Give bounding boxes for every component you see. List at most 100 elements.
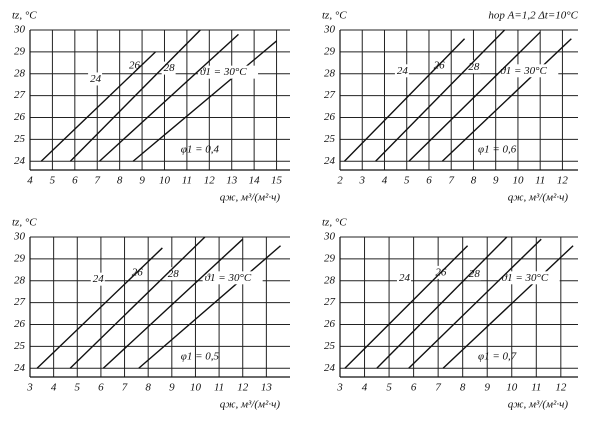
x-tick-label: 13 [261, 382, 273, 394]
y-tick-label: 27 [324, 296, 336, 308]
x-tick-label: 4 [382, 175, 388, 187]
curve-label: 28 [164, 62, 176, 74]
y-tick-label: 30 [323, 231, 336, 243]
y-tick-label: 28 [14, 274, 26, 286]
x-tick-label: 2 [337, 175, 343, 187]
y-tick-label: 24 [324, 362, 336, 374]
x-axis-label: qж, м³/(м²·ч) [508, 192, 569, 204]
curve-label: ϑ1 = 30°C [500, 65, 547, 77]
note: hор A=1,2 Δt=10°C [488, 10, 578, 22]
y-tick-label: 27 [14, 89, 26, 101]
x-tick-label: 3 [26, 382, 33, 394]
x-tick-label: 5 [50, 175, 56, 187]
curve [132, 40, 278, 162]
curve [40, 51, 157, 162]
y-tick-label: 29 [324, 252, 336, 264]
y-tick-label: 25 [324, 133, 336, 145]
x-tick-label: 10 [512, 175, 524, 187]
y-tick-label: 28 [324, 274, 336, 286]
x-tick-label: 12 [237, 382, 249, 394]
x-tick-label: 12 [555, 382, 567, 394]
x-tick-label: 9 [139, 175, 145, 187]
curve-label: ϑ1 = 30°C [200, 66, 247, 78]
curve-label: 24 [397, 65, 409, 77]
x-axis-label: qж, м³/(м²·ч) [220, 399, 281, 411]
annotation: φ1 = 0,4 [181, 144, 220, 156]
curve-label: 28 [469, 268, 481, 280]
x-tick-label: 10 [190, 382, 202, 394]
curve-label: 24 [90, 73, 102, 85]
x-axis-label: qж, м³/(м²·ч) [220, 192, 281, 204]
x-tick-label: 12 [557, 175, 569, 187]
curve [442, 245, 574, 369]
annotation: φ1 = 0,5 [181, 351, 220, 363]
x-tick-label: 7 [435, 382, 441, 394]
curve [343, 38, 466, 162]
x-tick-label: 9 [484, 382, 490, 394]
label-background [198, 65, 259, 79]
y-tick-label: 29 [324, 45, 336, 57]
y-tick-label: 28 [324, 67, 336, 79]
curve [408, 31, 541, 162]
curve [69, 29, 201, 162]
curve [138, 245, 282, 369]
x-tick-label: 7 [122, 382, 128, 394]
curve [375, 29, 506, 162]
y-tick-label: 27 [324, 89, 336, 101]
y-tick-label: 27 [14, 296, 26, 308]
label-background [202, 271, 263, 285]
y-tick-label: 30 [13, 24, 26, 36]
x-tick-label: 6 [72, 175, 78, 187]
x-tick-label: 15 [271, 175, 283, 187]
x-tick-label: 5 [75, 382, 81, 394]
x-tick-label: 5 [404, 175, 410, 187]
curve [344, 245, 469, 369]
x-tick-label: 8 [117, 175, 123, 187]
y-tick-label: 30 [323, 24, 336, 36]
x-tick-label: 4 [27, 175, 33, 187]
curve [36, 247, 163, 369]
curve [376, 236, 508, 369]
y-axis-label: tz, °C [12, 10, 37, 22]
x-tick-label: 9 [169, 382, 175, 394]
y-tick-label: 25 [324, 340, 336, 352]
x-tick-label: 12 [204, 175, 216, 187]
x-tick-label: 6 [411, 382, 417, 394]
curve-label: ϑ1 = 30°C [205, 272, 252, 284]
y-axis-label: tz, °C [322, 217, 347, 229]
x-tick-label: 11 [214, 382, 224, 394]
label-background [165, 267, 180, 281]
curve [69, 236, 206, 369]
x-tick-label: 4 [362, 382, 368, 394]
y-tick-label: 25 [14, 133, 26, 145]
y-tick-label: 29 [14, 45, 26, 57]
x-tick-label: 13 [226, 175, 238, 187]
curve-label: 28 [468, 61, 480, 73]
x-tick-label: 9 [493, 175, 499, 187]
label-background [466, 267, 481, 281]
y-tick-label: 24 [14, 362, 26, 374]
x-tick-label: 3 [336, 382, 343, 394]
y-axis-label: tz, °C [322, 10, 347, 22]
x-tick-label: 3 [358, 175, 365, 187]
y-tick-label: 30 [13, 231, 26, 243]
x-tick-label: 4 [51, 382, 57, 394]
label-background [394, 64, 409, 78]
x-tick-label: 14 [249, 175, 261, 187]
annotation: φ1 = 0,6 [478, 144, 517, 156]
y-tick-label: 25 [14, 340, 26, 352]
label-background [499, 271, 560, 285]
x-tick-label: 7 [448, 175, 454, 187]
x-tick-label: 11 [535, 175, 545, 187]
label-background [466, 60, 481, 74]
curve [441, 38, 572, 162]
curve-label: ϑ1 = 30°C [502, 272, 549, 284]
y-tick-label: 24 [14, 155, 26, 167]
x-tick-label: 10 [506, 382, 518, 394]
curve-label: 24 [399, 272, 411, 284]
y-tick-label: 24 [324, 155, 336, 167]
y-axis-label: tz, °C [12, 217, 37, 229]
x-tick-label: 8 [471, 175, 477, 187]
x-tick-label: 10 [159, 175, 171, 187]
